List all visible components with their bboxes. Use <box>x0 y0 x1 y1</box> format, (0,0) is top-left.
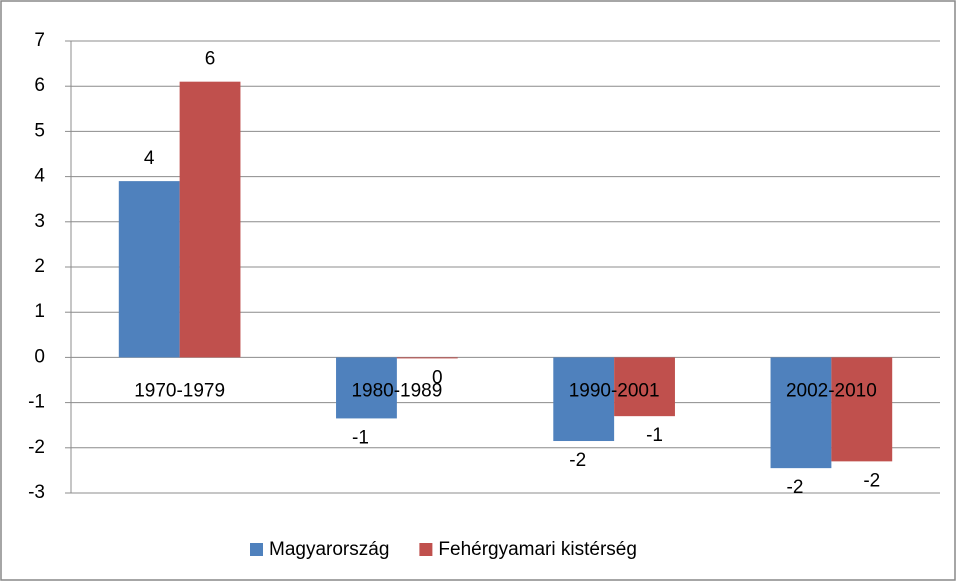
y-tick-label: 4 <box>34 166 45 187</box>
data-label: -2 <box>569 450 586 471</box>
data-label: -1 <box>352 427 369 448</box>
data-label: -2 <box>787 477 804 498</box>
y-tick-label: 5 <box>34 120 45 141</box>
x-tick-label: 1980-1989 <box>351 380 442 401</box>
y-tick-label: -1 <box>28 392 45 413</box>
data-label: -1 <box>646 425 663 446</box>
legend-swatch <box>419 543 433 556</box>
bar <box>553 357 615 442</box>
bar <box>336 357 397 419</box>
y-tick-label: 0 <box>34 346 45 367</box>
y-tick-label: 3 <box>34 211 45 232</box>
legend-label: Fehérgyamari kistérség <box>438 539 637 560</box>
y-tick-label: 2 <box>34 256 45 277</box>
bar <box>614 357 675 417</box>
data-label: 6 <box>205 49 216 70</box>
x-tick-label: 1990-2001 <box>569 380 660 401</box>
bar <box>396 357 458 359</box>
bar <box>179 81 241 358</box>
bar <box>118 181 180 358</box>
x-tick-label: 1970-1979 <box>134 380 225 401</box>
data-label: 4 <box>144 148 155 169</box>
y-tick-label: 6 <box>34 75 45 96</box>
data-label: -2 <box>863 470 880 491</box>
bar <box>831 357 893 462</box>
legend-label: Magyarország <box>269 539 389 560</box>
bar <box>770 357 832 469</box>
y-tick-label: 7 <box>34 30 45 51</box>
y-tick-label: 1 <box>34 301 45 322</box>
data-label: 0 <box>432 367 443 388</box>
x-tick-label: 2002-2010 <box>786 380 877 401</box>
legend-swatch <box>250 543 263 556</box>
y-tick-label: -3 <box>28 482 45 503</box>
y-tick-label: -2 <box>28 437 45 458</box>
